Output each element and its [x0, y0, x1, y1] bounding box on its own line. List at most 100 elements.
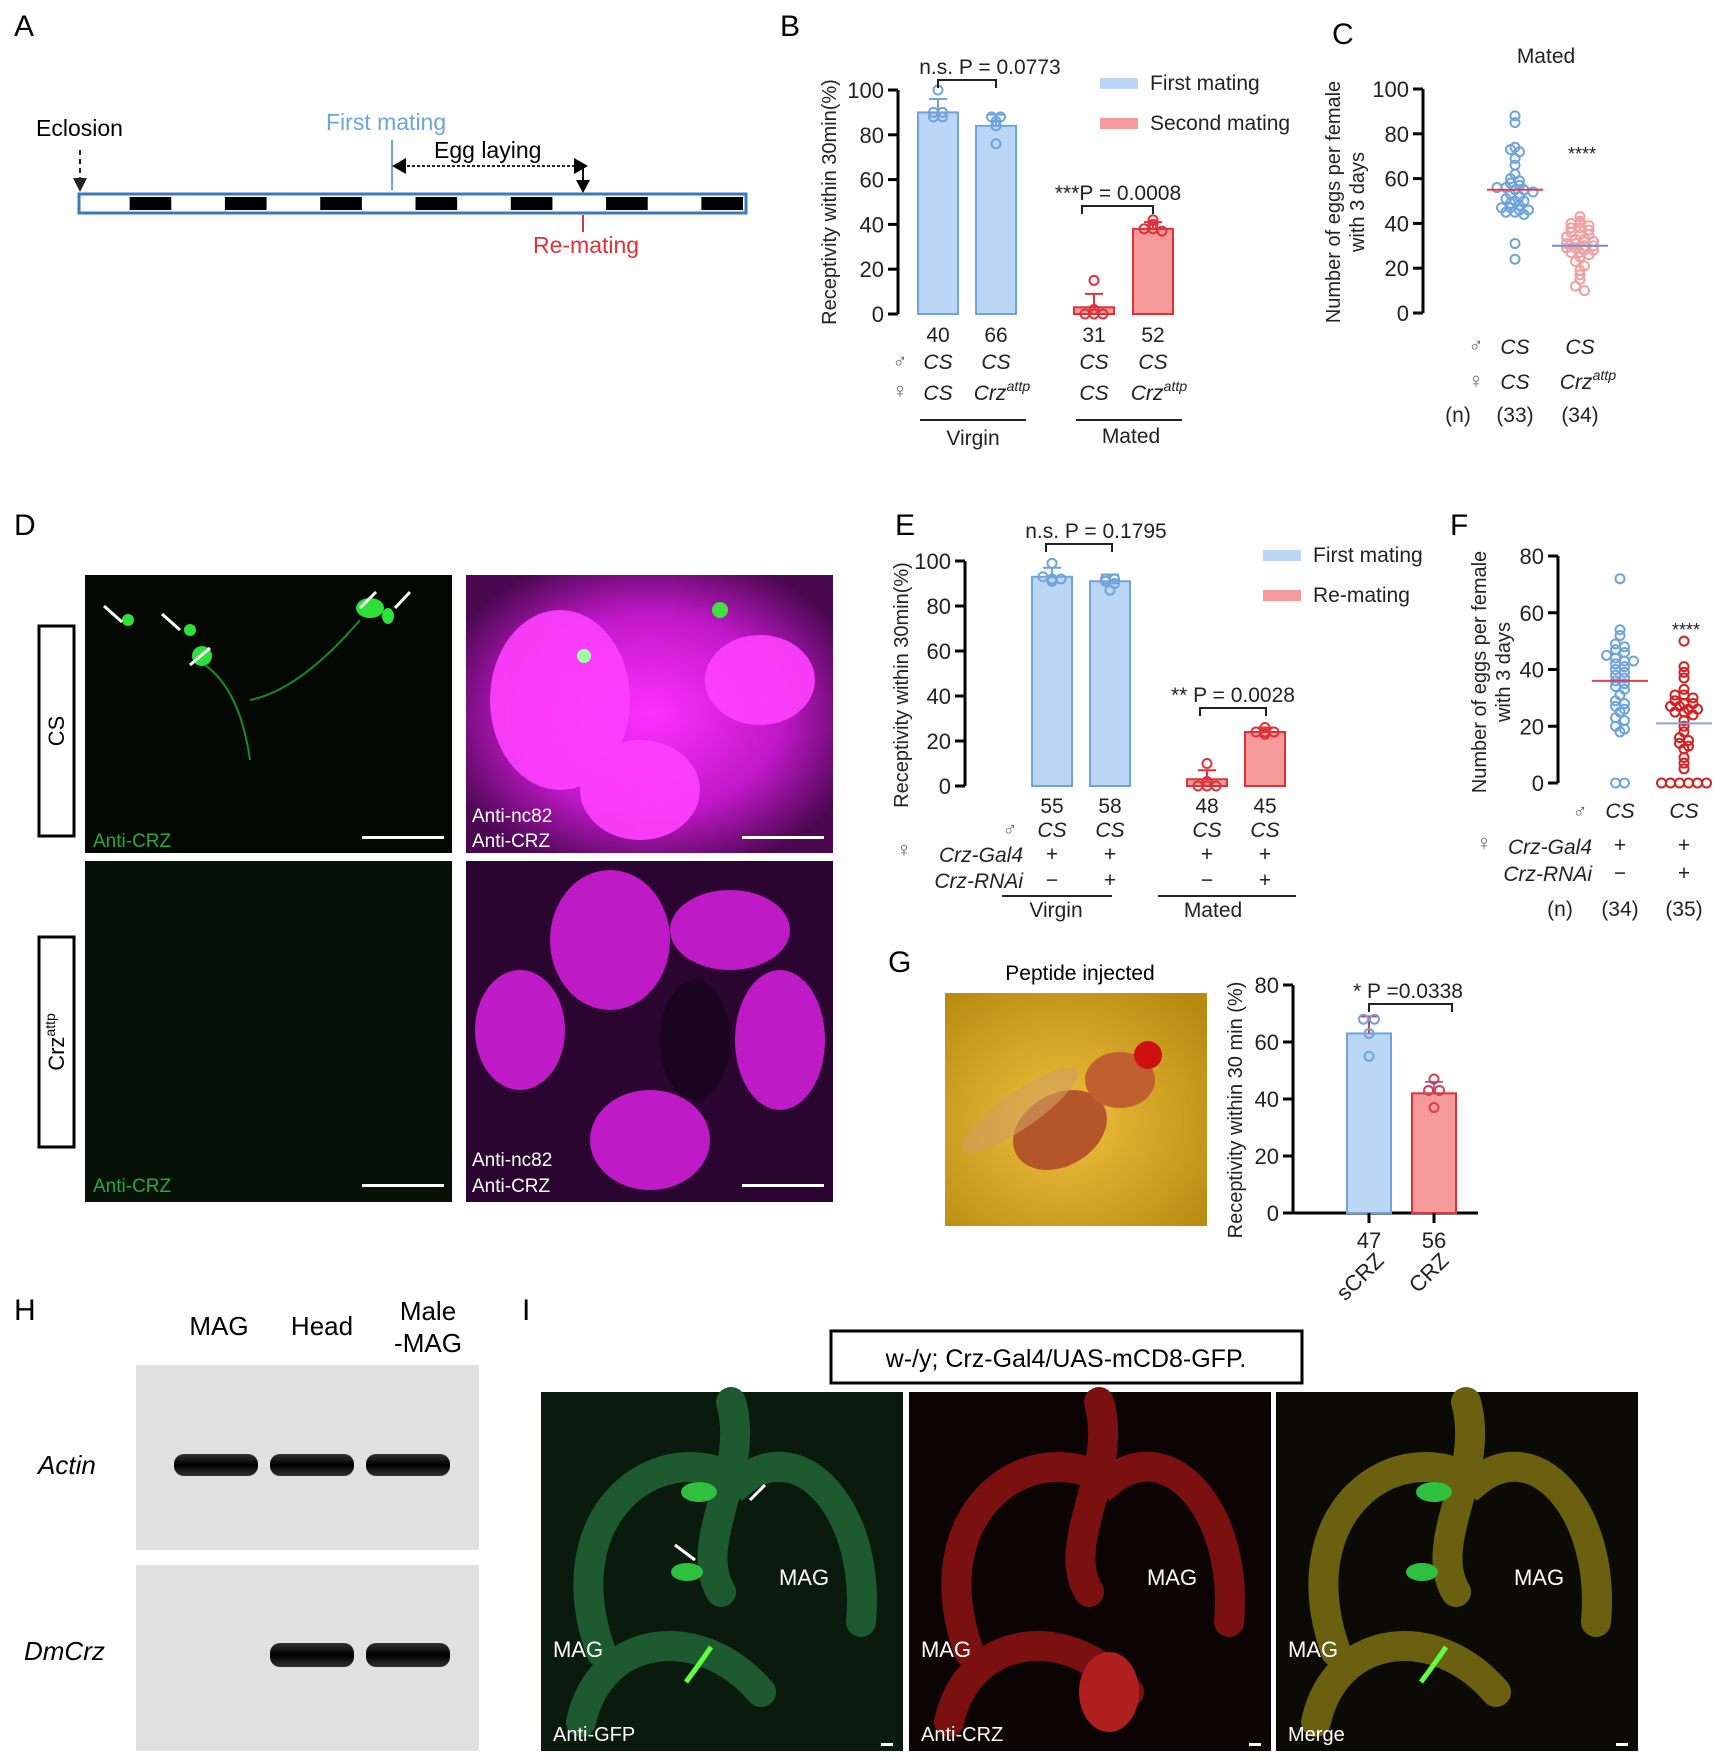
- y-axis-label: with 3 days: [1347, 152, 1369, 253]
- y-tick-label: 100: [847, 78, 884, 103]
- n-label: (34): [1561, 404, 1598, 427]
- data-point: [1097, 308, 1109, 320]
- cs-row-label: CS: [44, 716, 69, 747]
- data-point: [1678, 683, 1690, 695]
- female-genotype: Crzattp: [974, 379, 1031, 405]
- data-point: [1692, 777, 1703, 789]
- y-axis-label: Number of eggs per female: [1469, 551, 1491, 793]
- panel-label-d: D: [14, 509, 36, 542]
- caption-anti-nc82: Anti-nc82: [472, 1150, 552, 1171]
- male-genotype: CS: [1192, 819, 1221, 842]
- significance-bracket: [1045, 543, 1113, 552]
- crz-row-label: Crzattp: [42, 1013, 69, 1071]
- data-point: [1701, 777, 1712, 789]
- male-genotype: CS: [1669, 800, 1698, 823]
- crz-signal: [1079, 1652, 1139, 1732]
- data-point: [990, 138, 1002, 150]
- panel-label-f: F: [1450, 509, 1468, 542]
- row-label-rnai: Crz-RNAi: [934, 870, 1024, 893]
- data-point: [1434, 1084, 1445, 1096]
- male-genotype: CS: [1500, 336, 1529, 359]
- caption-anti-crz: Anti-CRZ: [472, 831, 551, 852]
- data-point: [1570, 255, 1581, 267]
- y-tick-label: 60: [927, 639, 951, 664]
- data-point: [1527, 186, 1539, 198]
- rnai-value: −: [1614, 862, 1626, 885]
- data-point: [1678, 715, 1690, 727]
- group-label: Mated: [1102, 425, 1160, 448]
- genotype-label: w-/y; Crz-Gal4/UAS-mCD8-GFP.: [885, 1345, 1247, 1373]
- data-point: [1363, 1050, 1375, 1062]
- re-mating-label: Re-mating: [533, 232, 639, 258]
- male-genotype: CS: [1079, 351, 1108, 374]
- data-point: [1363, 1027, 1375, 1039]
- y-tick-label: 40: [927, 684, 951, 709]
- y-tick-label: 20: [1385, 256, 1409, 281]
- y-tick-label: 20: [1255, 1144, 1279, 1169]
- day-block: [558, 197, 601, 210]
- mag-label: MAG: [553, 1637, 603, 1662]
- data-point: [1156, 225, 1168, 237]
- scale-bar: [881, 1743, 893, 1746]
- female-genotype: Crzattp: [1560, 368, 1617, 394]
- panel-label-i: I: [522, 1294, 530, 1327]
- white-arrows: [103, 590, 412, 667]
- data-point: [1614, 624, 1626, 636]
- crz-label-box: [37, 935, 76, 1149]
- day-block: [272, 197, 315, 210]
- female-genotype: CS: [923, 382, 952, 405]
- y-tick-label: 40: [1255, 1087, 1279, 1112]
- data-point: [1614, 573, 1626, 585]
- micrograph-cs-anti-crz: [85, 575, 452, 853]
- data-point: [1046, 557, 1058, 569]
- mag-label: MAG: [1147, 1565, 1197, 1590]
- gel-col-male-mag-2: -MAG: [394, 1328, 462, 1358]
- chart-f: Number of eggs per female with 3 days 0 20 4…: [1469, 544, 1712, 921]
- y-axis-label: Receptivity within 30 min (%): [1225, 982, 1247, 1239]
- bar: [1244, 731, 1286, 787]
- y-tick-label: 0: [872, 302, 884, 327]
- y-tick-label: 80: [1385, 122, 1409, 147]
- male-genotype: CS: [1250, 819, 1279, 842]
- legend-label: Re-mating: [1313, 584, 1410, 607]
- data-point: [1088, 274, 1100, 286]
- n-header: (n): [1445, 404, 1471, 427]
- data-point: [1428, 1073, 1440, 1085]
- gal4-value: +: [1259, 843, 1271, 866]
- bar: [917, 111, 959, 316]
- data-point: [1656, 777, 1667, 789]
- re-mating-arrowhead: [576, 180, 590, 193]
- y-tick-label: 100: [914, 549, 951, 574]
- day-block: [367, 197, 410, 210]
- p-value-label: n.s. P = 0.0773: [919, 56, 1060, 79]
- y-tick-label: 40: [1520, 658, 1544, 683]
- female-genotype: Crzattp: [1131, 379, 1188, 405]
- female-genotype-sup: attp: [1592, 368, 1616, 384]
- scale-bar: [362, 836, 444, 839]
- data-point: [1579, 285, 1590, 297]
- data-point: [1574, 269, 1586, 281]
- y-tick-label: 80: [1520, 544, 1544, 569]
- female-genotype: CS: [1079, 382, 1108, 405]
- female-genotype-sup: attp: [1163, 379, 1187, 395]
- gel-col-mag: MAG: [189, 1311, 248, 1341]
- data-point: [990, 120, 1002, 132]
- data-point: [1674, 777, 1685, 789]
- bar: [1132, 227, 1174, 316]
- y-tick-label: 60: [860, 168, 884, 193]
- panel-label-b: B: [780, 10, 800, 43]
- eclosion-label: Eclosion: [36, 115, 123, 141]
- cs-label-box: [37, 624, 76, 838]
- data-point: [1665, 777, 1676, 789]
- gal4-value: +: [1614, 834, 1626, 857]
- chart-e: Receptivity within 30min(%) 0 20 40 60 80 100 5…: [891, 520, 1423, 922]
- scale-bar: [1616, 1743, 1628, 1746]
- panel-label-h: H: [14, 1294, 36, 1327]
- data-point: [1678, 720, 1690, 732]
- data-point: [1678, 763, 1690, 775]
- legend-swatch: [1100, 78, 1138, 89]
- female-genotype-base: Crz: [1131, 382, 1164, 405]
- gal4-value: +: [1678, 834, 1690, 857]
- data-point: [1259, 722, 1271, 733]
